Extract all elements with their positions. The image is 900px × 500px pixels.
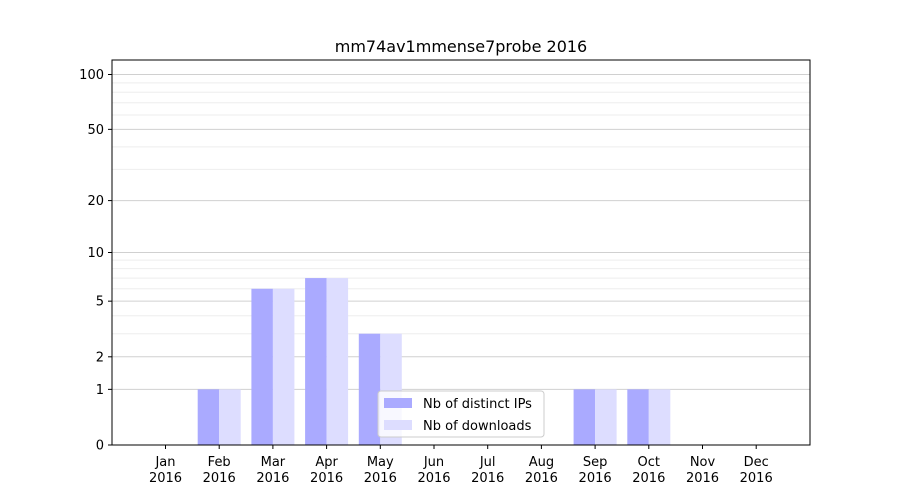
bar-downloads-sep [595, 389, 617, 445]
bar-downloads-oct [648, 389, 671, 445]
y-tick-label: 0 [96, 439, 104, 454]
grid-lines [112, 74, 810, 390]
x-tick-label-oct: Oct 2016 [632, 455, 665, 486]
x-tick-label-feb: Feb 2016 [203, 455, 236, 486]
bars [197, 278, 671, 445]
x-tick-label-dec: Dec 2016 [740, 455, 773, 486]
bar-downloads-mar [272, 288, 295, 445]
y-tick-label: 10 [87, 246, 104, 261]
chart-title: mm74av1mmense7probe 2016 [335, 37, 587, 56]
y-tick-label: 5 [96, 295, 104, 310]
x-tick-label-may: May 2016 [364, 455, 397, 486]
x-tick-label-mar: Mar 2016 [256, 455, 289, 486]
x-axis: Jan 2016 Feb 2016 Mar 2016 Apr 2016 May 2016 Jun 20… [149, 445, 773, 486]
x-tick-label-nov: Nov 2016 [686, 455, 719, 486]
legend-swatch-downloads [384, 420, 412, 430]
y-tick-label: 20 [87, 194, 104, 209]
x-tick-label-apr: Apr 2016 [310, 455, 343, 486]
y-tick-label: 100 [79, 68, 104, 83]
bar-distinct-ips-oct [627, 389, 649, 445]
y-axis: 0 1 2 5 10 20 50 100 [79, 68, 112, 454]
x-tick-label-aug: Aug 2016 [525, 455, 558, 486]
bar-downloads-feb [219, 389, 241, 445]
bar-distinct-ips-apr [305, 278, 327, 445]
bar-downloads-apr [326, 278, 349, 445]
x-tick-label-jan: Jan 2016 [149, 455, 182, 486]
x-tick-label-jun: Jun 2016 [417, 455, 450, 486]
y-tick-label: 2 [96, 350, 104, 365]
y-tick-label: 50 [87, 123, 104, 138]
legend: Nb of distinct IPs Nb of downloads [377, 390, 545, 438]
legend-label-downloads: Nb of downloads [423, 419, 532, 434]
bar-distinct-ips-feb [197, 389, 220, 445]
legend-box [377, 390, 545, 438]
legend-label-distinct-ips: Nb of distinct IPs [423, 397, 532, 412]
legend-swatch-distinct-ips [384, 398, 412, 408]
bar-distinct-ips-sep [573, 389, 596, 445]
x-tick-label-jul: Jul 2016 [471, 455, 504, 486]
x-tick-label-sep: Sep 2016 [579, 455, 612, 486]
y-tick-label: 1 [96, 383, 104, 398]
bar-distinct-ips-may [358, 333, 381, 445]
bar-distinct-ips-mar [251, 288, 273, 445]
